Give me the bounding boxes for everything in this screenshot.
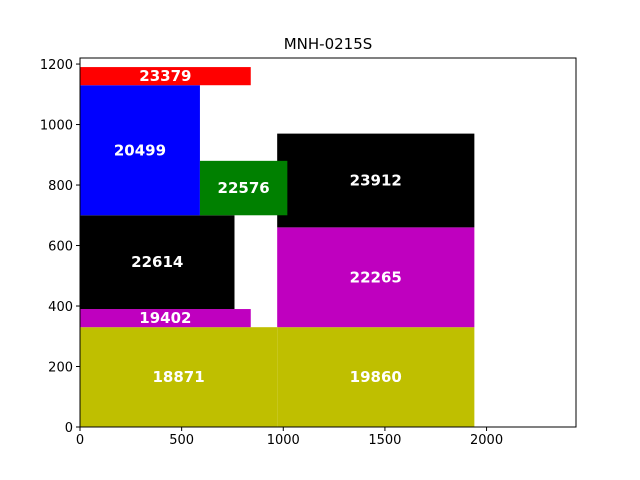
panel-label: 22265 — [350, 268, 402, 286]
panel-label: 20499 — [114, 141, 166, 159]
x-tick-label: 500 — [169, 433, 194, 448]
panel-label: 19860 — [350, 368, 402, 386]
panel-label: 18871 — [152, 368, 204, 386]
y-tick-label: 800 — [48, 179, 73, 194]
panel-label: 22576 — [218, 179, 270, 197]
panel-rect — [277, 133, 475, 228]
x-tick-label: 0 — [76, 433, 84, 448]
y-tick-label: 0 — [65, 421, 73, 436]
panel-label: 23379 — [139, 67, 191, 85]
panel-rect — [80, 309, 251, 328]
chart-title: MNH-0215S — [284, 35, 373, 53]
plot-frame — [79, 57, 577, 428]
panel-rect — [80, 215, 235, 310]
panel-rect — [80, 85, 200, 216]
y-tick-label: 200 — [48, 361, 73, 376]
panel-rect — [80, 327, 278, 427]
x-tick-label: 2000 — [470, 433, 503, 448]
y-tick-label: 400 — [48, 300, 73, 315]
panel-label: 19402 — [139, 309, 191, 327]
panel-label: 23912 — [350, 171, 402, 189]
panel-rect — [277, 327, 475, 427]
y-tick-label: 1200 — [40, 58, 73, 73]
plot-area: 18871 19860 19402 22614 22265 23912 20499 22576… — [80, 67, 475, 427]
x-axis: 0 500 1000 1500 2000 — [76, 427, 503, 448]
panel-rect — [199, 160, 288, 216]
panel-rect — [277, 227, 475, 328]
panel-label: 22614 — [131, 253, 183, 271]
x-tick-label: 1500 — [368, 433, 401, 448]
y-tick-label: 600 — [48, 240, 73, 255]
y-axis: 0 200 400 600 800 1000 1200 — [40, 58, 80, 436]
y-tick-label: 1000 — [40, 119, 73, 134]
panel-rect — [80, 67, 251, 86]
x-tick-label: 1000 — [267, 433, 300, 448]
